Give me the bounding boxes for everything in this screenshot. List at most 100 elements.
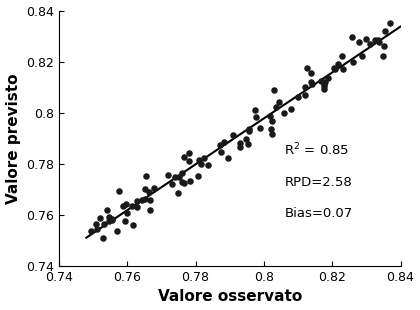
- Point: [151, 185, 158, 190]
- Point: [123, 210, 130, 215]
- Point: [106, 219, 113, 224]
- Point: [175, 174, 182, 179]
- Point: [334, 61, 341, 66]
- Text: RPD=2.58: RPD=2.58: [284, 176, 352, 189]
- Point: [185, 151, 192, 156]
- Point: [245, 127, 252, 132]
- Point: [367, 42, 373, 46]
- Point: [129, 223, 136, 228]
- Point: [294, 94, 301, 99]
- Point: [100, 236, 107, 241]
- Point: [266, 113, 273, 118]
- Point: [308, 79, 315, 84]
- Point: [372, 38, 379, 42]
- Point: [271, 88, 278, 93]
- Point: [106, 215, 113, 220]
- Point: [325, 76, 332, 81]
- Point: [225, 155, 232, 160]
- Point: [181, 181, 188, 186]
- Point: [129, 203, 136, 208]
- Point: [142, 187, 149, 192]
- Point: [338, 53, 345, 58]
- Point: [195, 157, 202, 162]
- Point: [100, 221, 107, 226]
- Point: [322, 79, 329, 84]
- Point: [280, 111, 287, 116]
- Point: [175, 190, 181, 195]
- Point: [244, 141, 251, 146]
- Point: [181, 155, 188, 160]
- Point: [375, 40, 382, 45]
- Point: [349, 35, 355, 40]
- Point: [179, 171, 186, 176]
- Point: [187, 179, 194, 184]
- Point: [205, 162, 211, 167]
- Point: [321, 83, 328, 88]
- Point: [142, 196, 148, 201]
- Point: [119, 204, 126, 209]
- Point: [134, 205, 141, 210]
- Point: [302, 92, 308, 97]
- Point: [269, 118, 276, 123]
- Point: [339, 67, 346, 72]
- Point: [198, 161, 205, 166]
- Point: [185, 159, 192, 164]
- Point: [104, 207, 111, 212]
- Point: [134, 199, 140, 204]
- Point: [318, 79, 324, 84]
- Point: [309, 81, 315, 86]
- Point: [301, 85, 308, 90]
- Point: [375, 38, 381, 42]
- Point: [218, 149, 224, 154]
- Point: [268, 131, 275, 136]
- Point: [276, 100, 283, 105]
- Point: [92, 221, 99, 226]
- Point: [356, 39, 363, 44]
- Point: [321, 87, 328, 92]
- Point: [179, 179, 186, 184]
- Point: [246, 129, 252, 134]
- Point: [142, 173, 149, 178]
- Point: [321, 81, 328, 86]
- Point: [123, 202, 129, 206]
- Point: [147, 197, 154, 202]
- Point: [220, 140, 227, 145]
- Point: [330, 65, 337, 70]
- Point: [386, 20, 393, 25]
- Point: [138, 198, 145, 203]
- Point: [381, 29, 388, 34]
- Point: [380, 54, 386, 59]
- Point: [332, 66, 339, 71]
- Point: [349, 60, 356, 64]
- Point: [172, 174, 178, 179]
- Point: [268, 127, 275, 132]
- Point: [94, 227, 101, 232]
- Point: [216, 142, 223, 147]
- Point: [288, 106, 294, 111]
- Text: Bias=0.07: Bias=0.07: [284, 207, 353, 220]
- Point: [113, 228, 120, 233]
- Point: [358, 53, 365, 58]
- Point: [121, 219, 128, 224]
- Point: [146, 189, 152, 194]
- Point: [169, 182, 176, 187]
- Point: [116, 188, 123, 193]
- Point: [257, 126, 264, 131]
- Point: [243, 136, 249, 141]
- Point: [97, 216, 103, 221]
- Point: [88, 228, 95, 233]
- Text: R$^2$ = 0.85: R$^2$ = 0.85: [284, 142, 349, 159]
- Point: [381, 43, 388, 48]
- Point: [109, 217, 116, 222]
- Point: [200, 156, 207, 161]
- Point: [165, 173, 172, 178]
- Point: [251, 108, 258, 113]
- Point: [308, 70, 315, 75]
- Point: [272, 104, 279, 109]
- Point: [303, 66, 310, 71]
- Y-axis label: Valore previsto: Valore previsto: [5, 73, 21, 204]
- Point: [237, 144, 244, 149]
- Point: [236, 141, 243, 146]
- Point: [195, 174, 202, 179]
- Point: [230, 132, 236, 137]
